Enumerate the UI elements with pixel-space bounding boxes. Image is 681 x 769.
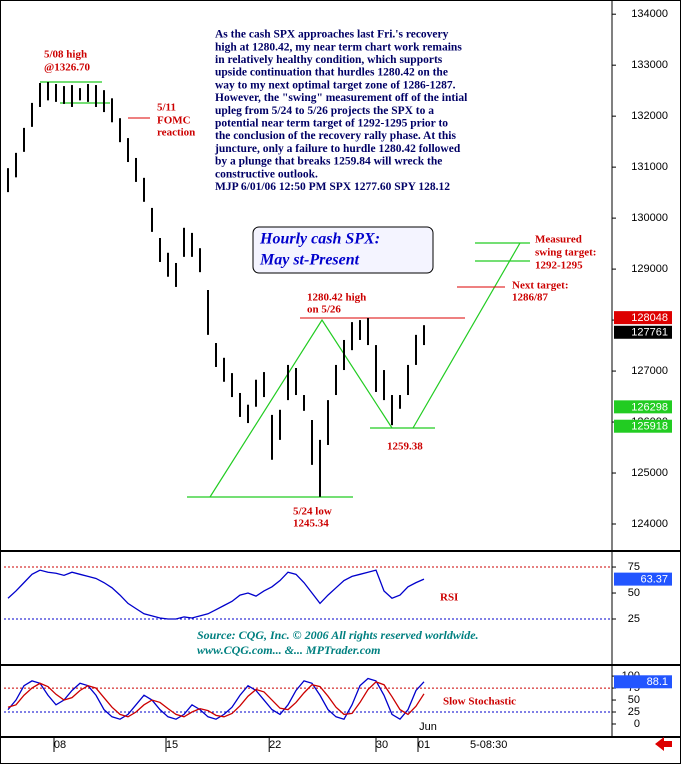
red-lines [128, 117, 505, 319]
annotation: 5/11 [157, 102, 176, 114]
y-tick-label: 25 [628, 706, 640, 718]
commentary-line: As the cash SPX approaches last Fri.'s r… [215, 29, 449, 41]
y-tick-label: 0 [634, 718, 640, 730]
annotation: swing target: [535, 247, 596, 259]
annotation: 1259.38 [387, 441, 423, 453]
commentary-line: upleg from 5/24 to 5/26 projects the SPX… [215, 105, 434, 117]
price-tag-label: 125918 [631, 421, 668, 433]
y-tick-label: 50 [628, 587, 640, 599]
series-line [7, 681, 425, 718]
price-tag-label: 126298 [631, 401, 668, 413]
commentary-line: the conclusion of the recovery rally pha… [215, 130, 456, 142]
x-tick-label: 01 [418, 739, 430, 751]
series-line [7, 677, 425, 721]
annotation: on 5/26 [307, 304, 341, 316]
series-line [7, 569, 425, 620]
commentary-line: However, the "swing" measurement off of … [215, 92, 467, 104]
price-tag [614, 311, 672, 325]
commentary-line: juncture, only a failure to hurdle 1280.… [214, 143, 461, 155]
price-tag [614, 325, 672, 339]
price-tag [614, 572, 672, 586]
price-tag [614, 419, 672, 433]
annotation: 1280.42 high [307, 292, 366, 304]
price-tag-label: 128048 [631, 312, 668, 324]
x-tick-label: 22 [269, 739, 281, 751]
y-tick-label: 25 [628, 613, 640, 625]
month-label: Jun [419, 721, 437, 733]
annotation: Measured [535, 234, 582, 246]
y-tick-label: 129000 [631, 263, 668, 275]
panel-title: Slow Stochastic [443, 696, 516, 708]
x-tick-label: 15 [166, 739, 178, 751]
y-tick-label: 133000 [631, 59, 668, 71]
price-tag-label: 127761 [631, 327, 668, 339]
commentary-line: constructive outlook. [215, 168, 318, 180]
last-time: 5-08:30 [470, 739, 507, 751]
title-box [252, 226, 434, 274]
annotation: Next target: [512, 280, 569, 292]
chart-title: Hourly cash SPX: [259, 231, 380, 248]
x-tick-label: 30 [376, 739, 388, 751]
commentary-line: upside continuation that hurdles 1280.42… [215, 67, 448, 79]
y-tick-label: 50 [628, 694, 640, 706]
price-tag-label: 63.37 [640, 574, 668, 586]
commentary-line: high at 1280.42, my near term chart work… [215, 41, 462, 53]
trend-lines [40, 81, 530, 498]
y-tick-label: 125000 [631, 467, 668, 479]
y-tick-label: 75 [628, 561, 640, 573]
y-tick-label: 134000 [631, 8, 668, 20]
scroll-arrow[interactable] [655, 737, 672, 751]
annotation: FOMC [157, 115, 191, 127]
panel-title: RSI [440, 592, 458, 604]
source: Source: CQG, Inc. © 2006 All rights rese… [197, 628, 479, 642]
annotation: 5/24 low [293, 506, 332, 518]
commentary-line: by a plunge that breaks 1259.84 will wre… [215, 156, 442, 168]
annotation: 5/08 high [44, 49, 87, 61]
y-tick-label: 131000 [631, 161, 668, 173]
annotation: reaction [157, 127, 195, 139]
y-tick-label: 130000 [631, 212, 668, 224]
commentary-line: MJP 6/01/06 12:50 PM SPX 1277.60 SPY 128… [215, 181, 450, 193]
price-tag-label: 88.1 [647, 676, 668, 688]
y-tick-label: 124000 [631, 518, 668, 530]
annotation: 1245.34 [293, 518, 329, 530]
y-tick-label: 132000 [631, 110, 668, 122]
source: www.CQG.com... &... MPTrader.com [197, 643, 380, 657]
x-tick-label: 08 [54, 739, 66, 751]
commentary-line: in relatively healthy condition, which s… [215, 54, 443, 66]
price-tag [614, 400, 672, 414]
annotation: 1286/87 [512, 292, 549, 304]
annotation: 1292-1295 [535, 260, 583, 272]
y-tick-label: 127000 [631, 365, 668, 377]
commentary-line: way to my next optimal target zone of 12… [215, 79, 456, 91]
annotation: @1326.70 [44, 62, 90, 74]
commentary-line: potential near term target of 1292-1295 … [215, 118, 448, 130]
chart-subtitle: May st-Present [259, 252, 360, 269]
price-tag [614, 675, 672, 689]
